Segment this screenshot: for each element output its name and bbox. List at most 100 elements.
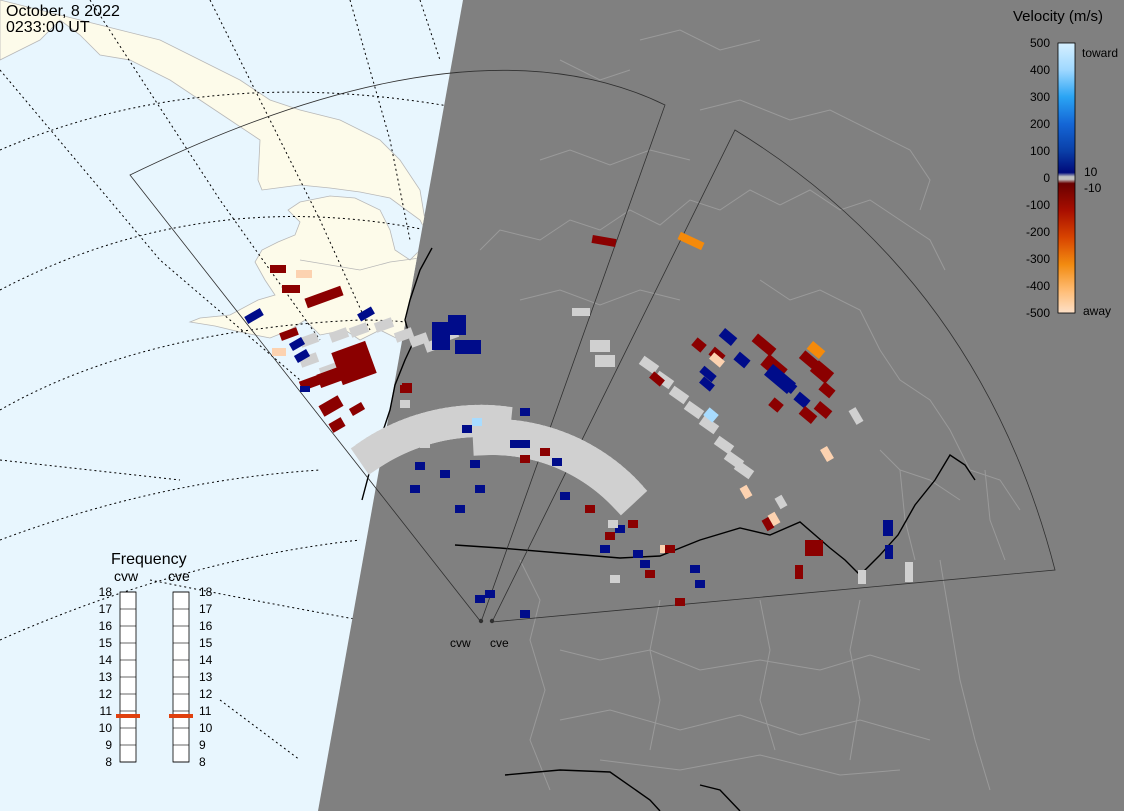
velocity-cell — [608, 520, 618, 528]
velocity-cell — [472, 418, 482, 426]
velocity-cell — [520, 440, 530, 448]
frequency-columns: 18 17 16 15 14 13 12 11 10 9 8 18 17 16 15 14 13 12 11 10 9 8 — [99, 585, 213, 769]
velocity-tick-label: 100 — [1030, 144, 1050, 158]
velocity-cell — [610, 575, 620, 583]
velocity-minus-limit-label: -10 — [1084, 181, 1102, 195]
radar-site-cvw-marker — [478, 618, 484, 624]
velocity-cell — [883, 520, 893, 536]
velocity-plus-limit-label: 10 — [1084, 165, 1098, 179]
frequency-tick-label: 11 — [100, 704, 113, 718]
frequency-tick-label: 10 — [99, 721, 113, 735]
velocity-cell — [809, 360, 835, 384]
velocity-cell — [455, 340, 481, 354]
velocity-cell — [645, 570, 655, 578]
velocity-cell — [448, 315, 466, 335]
velocity-tick-label: 500 — [1030, 36, 1050, 50]
frequency-tick-label: 16 — [99, 619, 113, 633]
frequency-tick-label: 9 — [199, 738, 206, 752]
frequency-tick-label: 8 — [105, 755, 112, 769]
frequency-tick-label: 17 — [199, 602, 213, 616]
velocity-cell — [293, 349, 311, 363]
frequency-tick-label: 15 — [99, 636, 113, 650]
radar-site-cvw-label: cvw — [450, 636, 471, 650]
velocity-cell — [470, 460, 480, 468]
velocity-cell — [475, 595, 485, 603]
frequency-tick-label: 12 — [199, 687, 213, 701]
velocity-tick-label: -500 — [1026, 306, 1050, 320]
frequency-tick-label: 13 — [199, 670, 213, 684]
frequency-tick-label: 14 — [99, 653, 113, 667]
velocity-cell — [605, 532, 615, 540]
frequency-tick-label: 11 — [199, 704, 212, 718]
velocity-cell — [415, 462, 425, 470]
velocity-cell — [395, 445, 405, 453]
velocity-tick-label: -200 — [1026, 225, 1050, 239]
velocity-cell — [279, 327, 299, 341]
frequency-panel: Frequency cvw cve 1817161514131211109818… — [99, 551, 213, 769]
velocity-cell — [739, 484, 753, 500]
velocity-cell — [858, 570, 866, 584]
velocity-tick-label: -400 — [1026, 279, 1050, 293]
frequency-tick-label: 10 — [199, 721, 213, 735]
velocity-cell — [615, 525, 625, 533]
latitude-longitude-grid — [0, 0, 463, 761]
velocity-cell — [520, 455, 530, 463]
velocity-cell — [288, 337, 306, 351]
velocity-cell — [665, 545, 675, 553]
frequency-tick-label: 14 — [199, 653, 213, 667]
frequency-tick-label: 12 — [99, 687, 113, 701]
velocity-cell — [393, 327, 415, 343]
nightside-coastlines — [479, 29, 1021, 791]
velocity-toward-label: toward — [1082, 46, 1118, 60]
velocity-cell — [298, 352, 320, 368]
velocity-cell — [304, 285, 344, 309]
time-label: 0233:00 UT — [6, 19, 90, 36]
velocity-cell — [296, 270, 312, 278]
velocity-cell — [820, 445, 834, 463]
velocity-cell — [520, 408, 530, 416]
velocity-cell — [806, 341, 826, 359]
velocity-cell — [455, 505, 465, 513]
velocity-away-label: away — [1083, 304, 1111, 318]
velocity-cell — [585, 505, 595, 513]
velocity-cell — [699, 376, 715, 392]
velocity-cell — [668, 385, 690, 405]
velocity-cell — [698, 415, 720, 435]
velocity-cell — [638, 355, 660, 375]
frequency-tick-label: 16 — [199, 619, 213, 633]
velocity-cell — [475, 485, 485, 493]
velocity-cell — [572, 308, 590, 316]
frequency-radar-cve-label: cve — [168, 568, 190, 584]
velocity-cell — [282, 285, 300, 293]
velocity-cell — [718, 328, 738, 346]
velocity-cell — [805, 540, 823, 556]
velocity-cell — [328, 327, 350, 343]
frequency-tick-label: 18 — [199, 585, 213, 599]
frequency-title: Frequency — [111, 551, 187, 568]
velocity-cell — [440, 470, 450, 478]
velocity-cell — [768, 397, 784, 413]
velocity-cell — [408, 332, 430, 348]
velocity-tick-label: 300 — [1030, 90, 1050, 104]
velocity-tick-label: -300 — [1026, 252, 1050, 266]
velocity-cell — [795, 565, 803, 579]
velocity-cell — [300, 386, 310, 392]
velocity-cell — [713, 435, 735, 455]
radar-sites: cvw cve — [450, 618, 509, 650]
velocity-cell — [402, 383, 412, 391]
velocity-tick-label: 400 — [1030, 63, 1050, 77]
velocity-cell — [591, 234, 617, 248]
velocity-cell — [595, 355, 615, 367]
velocity-cell — [410, 485, 420, 493]
velocity-cell — [798, 406, 818, 424]
velocity-cell — [774, 494, 788, 510]
velocity-cell — [420, 440, 430, 448]
velocity-cell — [695, 580, 705, 588]
velocity-cell — [590, 340, 610, 352]
velocity-cell — [607, 476, 648, 516]
velocity-cell — [675, 598, 685, 606]
velocity-cell — [761, 516, 775, 532]
frequency-radar-cvw-label: cvw — [114, 568, 139, 584]
frequency-tick-label: 17 — [99, 602, 113, 616]
velocity-cell — [348, 402, 366, 416]
